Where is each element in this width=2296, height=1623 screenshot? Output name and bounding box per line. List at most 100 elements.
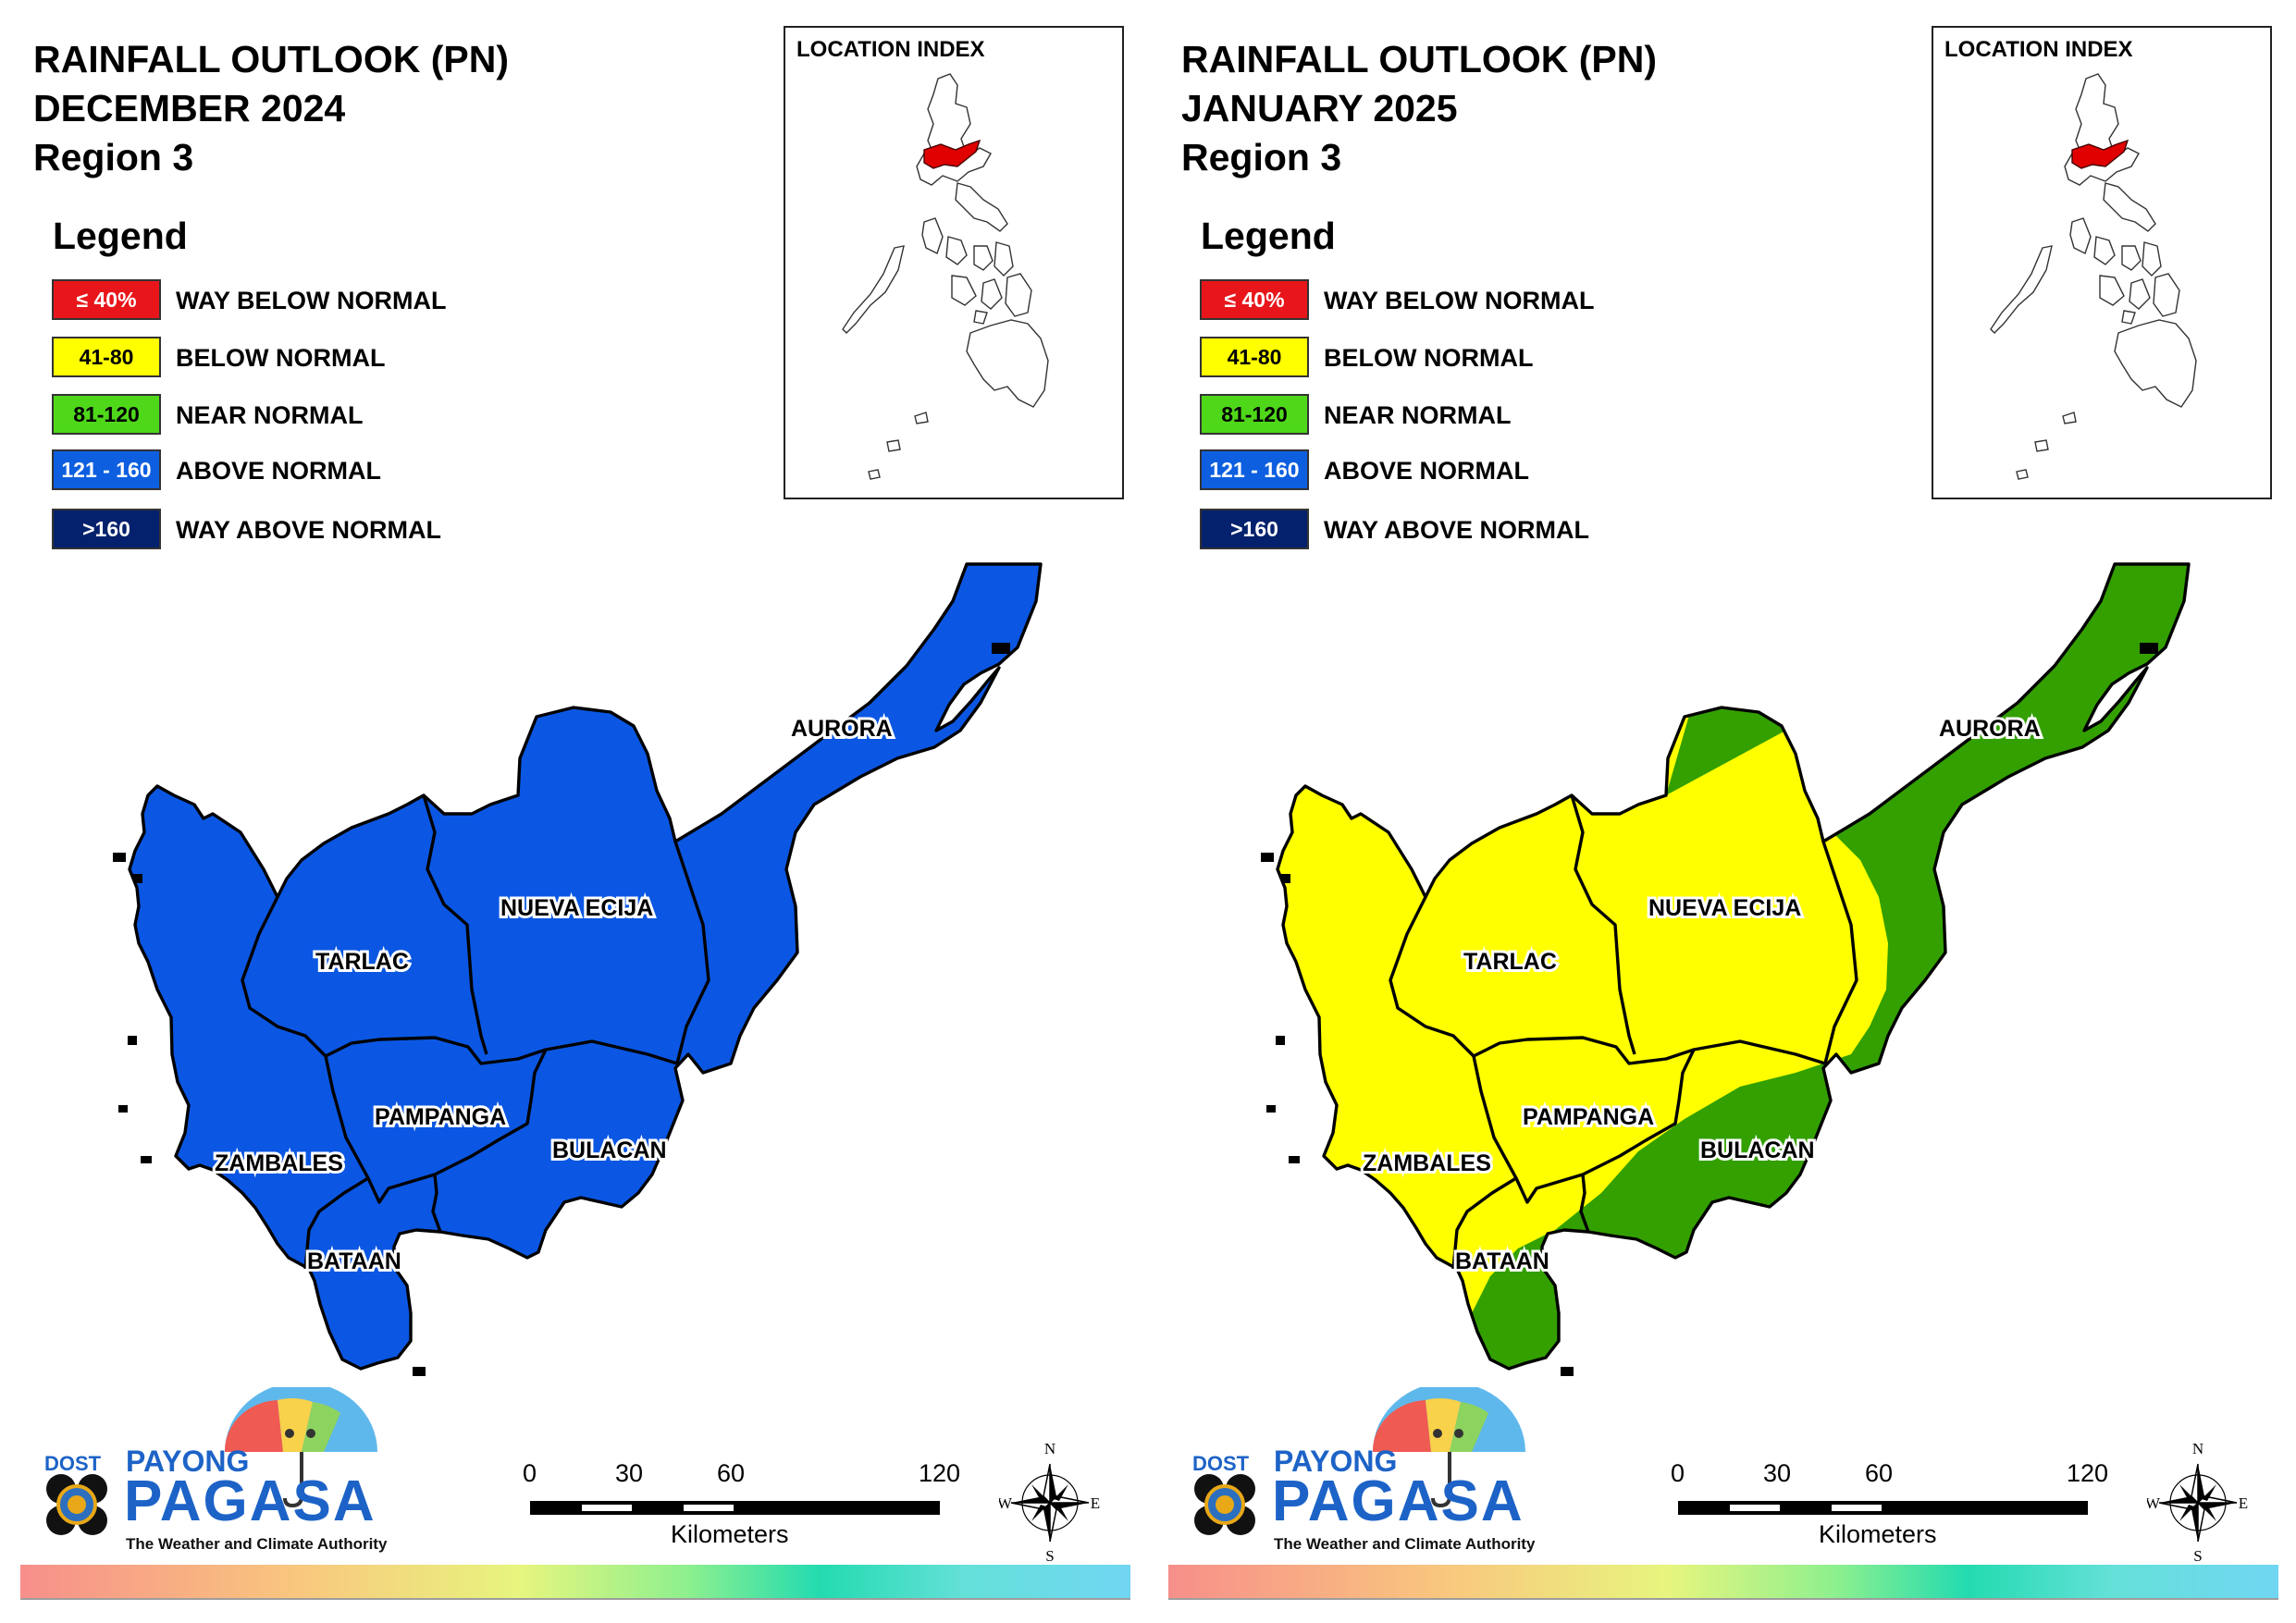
dost-label: DOST xyxy=(1192,1452,1250,1475)
province-label-tarlac: TARLAC xyxy=(1463,949,1557,975)
title-line-1: RAINFALL OUTLOOK (PN) xyxy=(1181,38,1657,80)
legend-swatch: 81-120 xyxy=(52,394,161,435)
scale-bar: 0 30 60 120 Kilometers xyxy=(523,1459,967,1561)
philippines-inset-map xyxy=(1990,73,2197,480)
compass-rose-icon: N E S W xyxy=(997,1440,1100,1565)
legend-heading: Legend xyxy=(53,215,188,257)
scale-tick-120: 120 xyxy=(919,1459,961,1487)
province-labels: AURORA NUEVA ECIJA TARLAC PAMPANGA BULAC… xyxy=(212,713,895,1277)
legend-label: WAY BELOW NORMAL xyxy=(1324,287,1595,314)
footer-line xyxy=(20,1598,1130,1600)
scale-tick-60: 60 xyxy=(1865,1459,1894,1487)
region-fill-primary xyxy=(1278,564,2189,1369)
location-index-inset: LOCATION INDEX xyxy=(1932,26,2272,499)
legend-swatch: 121 - 160 xyxy=(52,449,161,490)
title-line-2: DECEMBER 2024 xyxy=(33,87,346,129)
legend-label: BELOW NORMAL xyxy=(1324,344,1534,372)
map-title: RAINFALL OUTLOOK (PN) DECEMBER 2024 Regi… xyxy=(33,35,509,182)
title-line-3: Region 3 xyxy=(33,136,194,178)
legend-label: WAY BELOW NORMAL xyxy=(176,287,447,314)
title-line-3: Region 3 xyxy=(1181,136,1342,178)
province-label-nueva-ecija: NUEVA ECIJA xyxy=(500,895,653,921)
region-3-map: AURORA NUEVA ECIJA TARLAC PAMPANGA BULAC… xyxy=(1261,562,2191,1376)
legend-swatch: 41-80 xyxy=(52,337,161,377)
tagline: The Weather and Climate Authority xyxy=(1274,1535,1536,1553)
footer-gradient-bar xyxy=(1168,1565,2278,1598)
map-title: RAINFALL OUTLOOK (PN) JANUARY 2025 Regio… xyxy=(1181,35,1657,182)
scale-tick-0: 0 xyxy=(523,1459,537,1487)
legend-heading: Legend xyxy=(1201,215,1336,257)
dost-label: DOST xyxy=(44,1452,102,1475)
payong-pagasa-logo: DOST PAYONG PAGASA The Weather and Clima… xyxy=(1183,1382,1544,1563)
legend-label: ABOVE NORMAL xyxy=(176,457,381,485)
title-line-2: JANUARY 2025 xyxy=(1181,87,1458,129)
province-label-pampanga: PAMPANGA xyxy=(375,1104,506,1130)
province-label-bulacan: BULACAN xyxy=(1700,1137,1815,1163)
compass-s: S xyxy=(2193,1547,2202,1563)
pagasa-label: PAGASA xyxy=(1272,1469,1524,1533)
scale-bar-graphic xyxy=(530,1501,940,1515)
region-fill-primary xyxy=(130,564,1041,1369)
scale-tick-120: 120 xyxy=(2067,1459,2109,1487)
scale-tick-0: 0 xyxy=(1671,1459,1685,1487)
compass-e: E xyxy=(2239,1494,2248,1512)
province-label-bulacan: BULACAN xyxy=(552,1137,667,1163)
province-labels: AURORA NUEVA ECIJA TARLAC PAMPANGA BULAC… xyxy=(1360,713,2043,1277)
legend-label: NEAR NORMAL xyxy=(1324,401,1512,429)
legend-swatch: ≤ 40% xyxy=(1200,279,1309,320)
scale-bar-graphic xyxy=(1678,1501,2088,1515)
scale-unit: Kilometers xyxy=(1819,1520,1937,1548)
december-2024-panel: RAINFALL OUTLOOK (PN) DECEMBER 2024 Regi… xyxy=(20,26,1130,1600)
province-label-zambales: ZAMBALES xyxy=(215,1150,343,1176)
location-index-inset: LOCATION INDEX xyxy=(784,26,1124,499)
legend-label: WAY ABOVE NORMAL xyxy=(176,516,442,544)
legend-label: NEAR NORMAL xyxy=(176,401,364,429)
province-label-zambales: ZAMBALES xyxy=(1363,1150,1491,1176)
legend-swatch: ≤ 40% xyxy=(52,279,161,320)
compass-w: W xyxy=(999,1494,1013,1512)
inset-title: LOCATION INDEX xyxy=(1944,37,2133,62)
province-label-tarlac: TARLAC xyxy=(315,949,409,975)
scale-bar: 0 30 60 120 Kilometers xyxy=(1671,1459,2115,1561)
title-line-1: RAINFALL OUTLOOK (PN) xyxy=(33,38,509,80)
legend-label: BELOW NORMAL xyxy=(176,344,386,372)
legend-swatch: >160 xyxy=(1200,509,1309,549)
scale-unit: Kilometers xyxy=(671,1520,789,1548)
payong-pagasa-logo: DOST PAYONG PAGASA The Weather and Clima… xyxy=(35,1382,396,1563)
compass-rose-icon: N E S W xyxy=(2145,1440,2248,1565)
compass-n: N xyxy=(2192,1443,2203,1457)
payong-label: PAYONG xyxy=(126,1445,250,1478)
province-label-bataan: BATAAN xyxy=(1455,1248,1549,1274)
legend-label: WAY ABOVE NORMAL xyxy=(1324,516,1590,544)
scale-tick-30: 30 xyxy=(1763,1459,1792,1487)
scale-tick-60: 60 xyxy=(717,1459,746,1487)
legend-swatch: 81-120 xyxy=(1200,394,1309,435)
province-label-aurora: AURORA xyxy=(791,716,893,742)
province-label-pampanga: PAMPANGA xyxy=(1523,1104,1654,1130)
legend-swatch: 41-80 xyxy=(1200,337,1309,377)
pagasa-logo-graphic xyxy=(46,1382,377,1535)
footer-gradient-bar xyxy=(20,1565,1130,1598)
pagasa-logo-graphic xyxy=(1194,1382,1525,1535)
compass-n: N xyxy=(1044,1443,1055,1457)
inset-title: LOCATION INDEX xyxy=(796,37,985,62)
january-2025-panel: RAINFALL OUTLOOK (PN) JANUARY 2025 Regio… xyxy=(1148,0,2296,1623)
scale-tick-30: 30 xyxy=(615,1459,644,1487)
compass-w: W xyxy=(2147,1494,2161,1512)
north-arrow-compass: N E S W xyxy=(2145,1440,2249,1565)
legend-label: ABOVE NORMAL xyxy=(1324,457,1529,485)
region-3-map: AURORA NUEVA ECIJA TARLAC PAMPANGA BULAC… xyxy=(113,562,1043,1376)
payong-label: PAYONG xyxy=(1274,1445,1398,1478)
pagasa-label: PAGASA xyxy=(124,1469,376,1533)
north-arrow-compass: N E S W xyxy=(997,1440,1101,1565)
philippines-inset-map xyxy=(842,73,1049,480)
province-label-bataan: BATAAN xyxy=(307,1248,401,1274)
legend-swatch: >160 xyxy=(52,509,161,549)
province-label-nueva-ecija: NUEVA ECIJA xyxy=(1648,895,1801,921)
tagline: The Weather and Climate Authority xyxy=(126,1535,388,1553)
legend-swatch: 121 - 160 xyxy=(1200,449,1309,490)
province-label-aurora: AURORA xyxy=(1939,716,2041,742)
footer-line xyxy=(1168,1598,2278,1600)
compass-s: S xyxy=(1045,1547,1054,1563)
compass-e: E xyxy=(1091,1494,1100,1512)
